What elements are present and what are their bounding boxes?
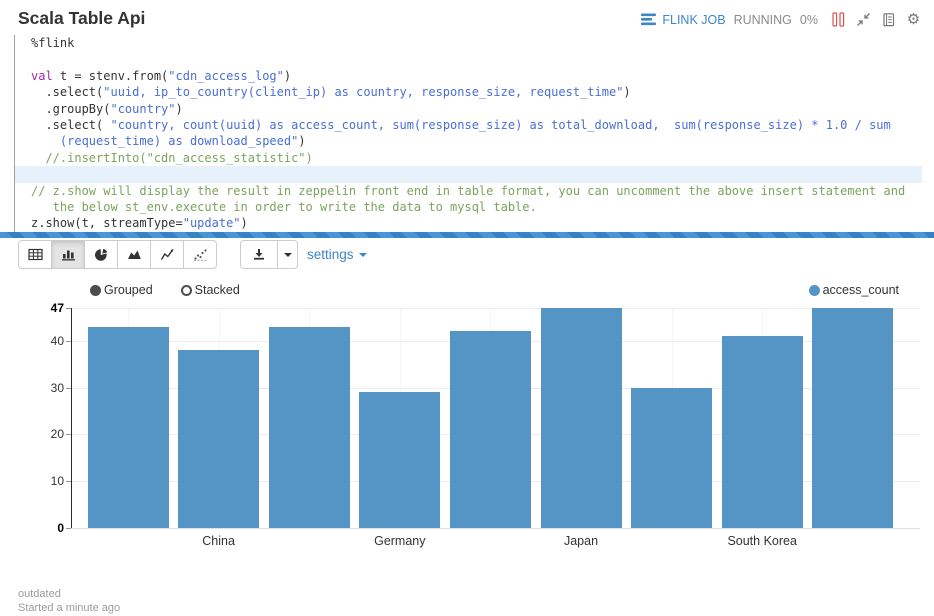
code-line: .select("uuid, ip_to_country(client_ip) …: [31, 85, 631, 100]
y-tick-mark: [66, 528, 71, 529]
radio-unselected-icon: [180, 284, 192, 296]
settings-dropdown[interactable]: settings: [307, 240, 367, 269]
y-gridline: [71, 308, 920, 309]
chart-bar[interactable]: [268, 326, 350, 528]
notebook-icon: [883, 13, 895, 27]
chart-bar[interactable]: [87, 326, 169, 528]
download-button[interactable]: [240, 240, 278, 269]
grouped-radio[interactable]: Grouped: [90, 283, 153, 297]
chart-type-bar-button[interactable]: [51, 240, 85, 269]
code-line: //.insertInto("cdn_access_statistic"): [31, 150, 313, 165]
chart-type-table-button[interactable]: [18, 240, 52, 269]
grouped-label: Grouped: [104, 283, 153, 297]
table-icon: [27, 248, 43, 261]
chevron-down-icon: [358, 252, 367, 257]
settings-label: settings: [307, 247, 354, 262]
x-tick-label: China: [202, 534, 235, 548]
code-line: [15, 166, 922, 183]
paragraph-settings-button[interactable]: ⚙: [905, 11, 922, 28]
link-paragraph-button[interactable]: [880, 11, 897, 28]
legend-item-access-count[interactable]: access_count: [808, 283, 899, 297]
y-tick-label: 47: [50, 301, 64, 315]
bar-chart-icon: [61, 250, 75, 261]
stacked-radio[interactable]: Stacked: [180, 283, 240, 297]
x-tick-label: South Korea: [727, 534, 797, 548]
download-icon: [254, 249, 264, 260]
stacked-label: Stacked: [194, 283, 240, 297]
paragraph-title: Scala Table Api: [18, 8, 146, 28]
paragraph-header-controls: FLINK JOB RUNNING 0% ⚙: [641, 11, 922, 28]
collapse-button[interactable]: [855, 11, 872, 28]
download-options-button[interactable]: [277, 240, 298, 269]
bar-chart: Grouped Stacked access_count 0 10 20 30 40 47…: [0, 275, 934, 560]
code-line: (request_time) as download_speed"): [59, 134, 306, 149]
chart-type-line-button[interactable]: [150, 240, 184, 269]
code-line: %flink: [31, 36, 75, 50]
y-tick-mark: [66, 308, 71, 309]
radio-selected-icon: [90, 284, 101, 296]
chart-bar[interactable]: [449, 331, 531, 528]
compress-icon: [857, 13, 870, 26]
paragraph-started: Started a minute ago: [18, 602, 121, 614]
code-line: the below st_env.execute in order to wri…: [31, 199, 537, 214]
code-line: // z.show will display the result in zep…: [31, 183, 906, 198]
chart-bar[interactable]: [178, 350, 260, 528]
chart-bar[interactable]: [812, 308, 894, 528]
chart-type-area-button[interactable]: [117, 240, 151, 269]
y-axis-line: [71, 308, 72, 528]
y-tick-label: 0: [57, 521, 64, 535]
y-tick-label: 40: [50, 333, 64, 348]
chart-bar[interactable]: [359, 392, 441, 528]
code-line: z.show(t, streamType="update"): [31, 216, 248, 231]
chart-type-scatter-button[interactable]: [183, 240, 217, 269]
code-line: [15, 51, 922, 67]
flink-job-link[interactable]: FLINK JOB: [641, 12, 726, 27]
x-tick-label: Japan: [563, 534, 599, 548]
chart-type-button-group: [18, 240, 217, 269]
area-chart-icon: [127, 250, 141, 259]
gear-icon: ⚙: [906, 11, 921, 28]
paragraph-status: outdated: [18, 588, 61, 600]
y-tick-mark: [66, 434, 71, 436]
flink-job-label: FLINK JOB: [662, 12, 726, 27]
line-chart-icon: [160, 249, 173, 260]
y-gridline: [71, 528, 920, 529]
chart-bar[interactable]: [631, 387, 713, 528]
chevron-down-icon: [283, 252, 292, 257]
plot-area: 0 10 20 30 40 47 China Germany Japan South Korea: [0, 275, 934, 560]
y-tick-mark: [66, 481, 71, 483]
pause-icon: [832, 12, 845, 27]
chart-mode-controls: Grouped Stacked: [90, 283, 240, 297]
job-progress-text: 0%: [799, 12, 818, 27]
job-progress-bar: [0, 232, 934, 238]
code-line: val t = stenv.from("cdn_access_log"): [31, 68, 292, 83]
y-tick-label: 30: [50, 380, 64, 395]
y-tick-mark: [66, 340, 71, 342]
code-editor[interactable]: %flink val t = stenv.from("cdn_access_lo…: [14, 35, 922, 232]
code-line: .select( "country, count(uuid) as access…: [31, 117, 891, 132]
code-line: .groupBy("country"): [31, 101, 183, 116]
pause-button[interactable]: [830, 11, 847, 28]
scatter-chart-icon: [193, 249, 207, 261]
chart-bar[interactable]: [540, 308, 622, 528]
legend-dot-icon: [808, 284, 820, 296]
x-tick-label: Germany: [374, 534, 426, 548]
y-tick-mark: [66, 387, 71, 389]
pie-chart-icon: [94, 248, 107, 261]
download-button-group: [240, 240, 298, 269]
flink-job-icon: [641, 13, 657, 26]
job-status-text: RUNNING: [733, 12, 792, 27]
paragraph-footer: outdated Started a minute ago: [18, 587, 120, 615]
chart-type-pie-button[interactable]: [84, 240, 118, 269]
y-tick-label: 20: [50, 427, 64, 442]
chart-bar[interactable]: [721, 336, 803, 528]
y-tick-label: 10: [50, 474, 64, 489]
legend-label: access_count: [822, 283, 899, 297]
